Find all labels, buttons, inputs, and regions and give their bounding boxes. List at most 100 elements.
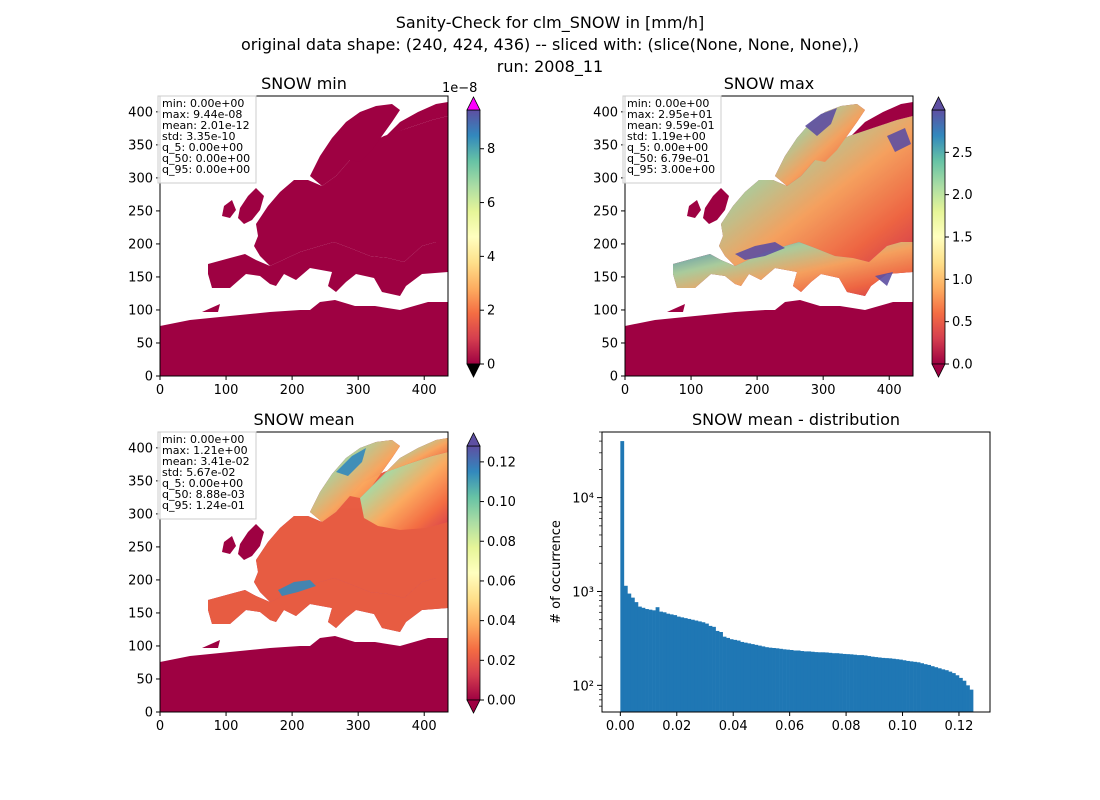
colorbar-tick-label: 2.5 — [952, 146, 973, 161]
histogram-bar — [849, 654, 854, 712]
histogram-bar — [870, 656, 875, 712]
histogram-bar — [884, 658, 889, 712]
histogram-bar — [676, 616, 681, 712]
stats-box: min: 0.00e+00 max: 1.21e+00 mean: 3.41e-… — [157, 431, 257, 520]
stat-q5: q_5: 0.00e+00 — [162, 477, 243, 490]
histogram-bar — [969, 689, 974, 712]
y-tick-label: 200 — [128, 573, 153, 588]
stat-std: std: 5.67e-02 — [162, 466, 235, 479]
panel-snow-mean-distribution: SNOW mean - distribution 0.00 0.02 0.04 0.0… — [549, 410, 991, 734]
histogram-bar — [803, 651, 808, 712]
histogram-bar — [881, 657, 886, 712]
histogram-bar — [810, 651, 815, 712]
panel-snow-max: SNOW max 0 100 200 300 400 0 50 100 150 200 250 30… — [593, 74, 914, 398]
histogram-bar — [937, 668, 942, 712]
histogram-bar — [824, 652, 829, 712]
y-tick-label: 200 — [128, 237, 153, 252]
histogram-bar — [846, 654, 850, 712]
x-tick-label: 0 — [156, 719, 164, 734]
colorbar-max-arrow — [931, 96, 946, 111]
histogram-bar — [831, 653, 836, 712]
colorbar-max-arrow — [466, 96, 481, 111]
stats-box: min: 0.00e+00 max: 9.44e-08 mean: 2.01e-… — [157, 95, 257, 184]
histogram-bar — [715, 630, 720, 712]
y-tick-label: 400 — [593, 105, 618, 120]
histogram-bar — [680, 617, 685, 712]
histogram-frame — [601, 431, 991, 713]
histogram-bar — [817, 652, 822, 712]
stat-q5: q_5: 0.00e+00 — [627, 141, 708, 154]
histogram-bar — [930, 666, 935, 712]
stat-max: max: 2.95e+01 — [627, 108, 713, 121]
map-y-axis: 0 50 100 150 200 250 300 350 400 — [593, 105, 625, 385]
x-tick-label: 400 — [412, 383, 437, 398]
histogram-bar — [906, 660, 910, 712]
colorbar-tick-label: 0 — [487, 358, 495, 373]
x-tick-label: 0.00 — [606, 719, 635, 734]
stat-mean: mean: 3.41e-02 — [162, 455, 250, 468]
y-tick-label: 300 — [128, 507, 153, 522]
histogram-bar — [729, 639, 734, 712]
histogram-bar — [623, 585, 628, 712]
histogram-bar — [948, 671, 953, 712]
stat-std: std: 3.35e-10 — [162, 130, 235, 143]
colorbar-offset-label: 1e−8 — [442, 81, 477, 96]
histogram-bar — [902, 660, 907, 712]
colorbar-tick-label: 1.0 — [952, 273, 973, 288]
histogram-bar — [666, 613, 671, 712]
colorbar-tick-label: 0.04 — [487, 614, 516, 629]
map-frame — [159, 95, 449, 377]
map-x-axis: 0 100 200 300 400 — [156, 376, 437, 398]
histogram-bar — [863, 655, 868, 712]
colorbar-ticks: 0.00 0.02 0.04 0.06 0.08 0.10 0.12 — [480, 455, 516, 709]
histogram-bar — [704, 623, 709, 712]
x-tick-label: 0.04 — [719, 719, 748, 734]
stat-std: std: 1.19e+00 — [627, 130, 706, 143]
panel-title: SNOW min — [261, 74, 347, 93]
x-tick-label: 400 — [877, 383, 902, 398]
histogram-bar — [687, 618, 692, 712]
histogram-bar — [772, 647, 776, 712]
histogram-bar — [895, 659, 900, 712]
stat-q50: q_50: 6.79e-01 — [627, 152, 710, 165]
histogram-bar — [962, 680, 967, 712]
histogram-bar — [627, 593, 632, 712]
x-tick-label: 100 — [214, 383, 239, 398]
y-tick-label: 10² — [572, 679, 594, 694]
panel-title: SNOW mean — [254, 410, 355, 429]
histogram-bar — [690, 619, 695, 712]
y-tick-label: 10³ — [572, 585, 594, 600]
panel-snow-min: SNOW min 0 100 200 300 400 0 50 100 150 200 250 30… — [128, 74, 449, 398]
histogram-bar — [743, 642, 748, 712]
figure-title-line-1: Sanity-Check for clm_SNOW in [mm/h] — [396, 13, 704, 33]
y-tick-label: 250 — [593, 204, 618, 219]
colorbar-tick-label: 6 — [487, 196, 495, 211]
histogram-bar — [750, 644, 755, 712]
y-tick-label: 0 — [610, 370, 618, 385]
y-tick-label: 250 — [128, 540, 153, 555]
histogram-bar — [786, 649, 790, 712]
histogram-bar — [683, 618, 688, 712]
histogram-bar — [761, 646, 766, 712]
histogram-bar — [867, 656, 872, 712]
histogram-bar — [807, 651, 812, 712]
x-tick-label: 100 — [679, 383, 704, 398]
stat-q95: q_95: 1.24e-01 — [162, 499, 245, 512]
x-tick-label: 200 — [745, 383, 770, 398]
colorbar-gradient — [931, 109, 946, 365]
y-tick-label: 400 — [128, 441, 153, 456]
histogram-bar — [726, 637, 730, 712]
histogram-bar — [652, 610, 656, 712]
colorbar-tick-label: 0.0 — [952, 358, 973, 373]
histogram-bar — [634, 602, 639, 712]
histogram-bar — [768, 647, 773, 712]
histogram-bar — [888, 658, 893, 712]
histogram-bar — [944, 670, 949, 712]
histogram-bar — [951, 673, 956, 712]
x-tick-label: 0.08 — [832, 719, 861, 734]
histogram-bar — [793, 650, 798, 712]
stat-max: max: 9.44e-08 — [162, 108, 242, 121]
map-y-axis: 0 50 100 150 200 250 300 350 400 — [128, 441, 160, 721]
histogram-bar — [722, 636, 727, 712]
histogram-bar — [740, 641, 745, 712]
